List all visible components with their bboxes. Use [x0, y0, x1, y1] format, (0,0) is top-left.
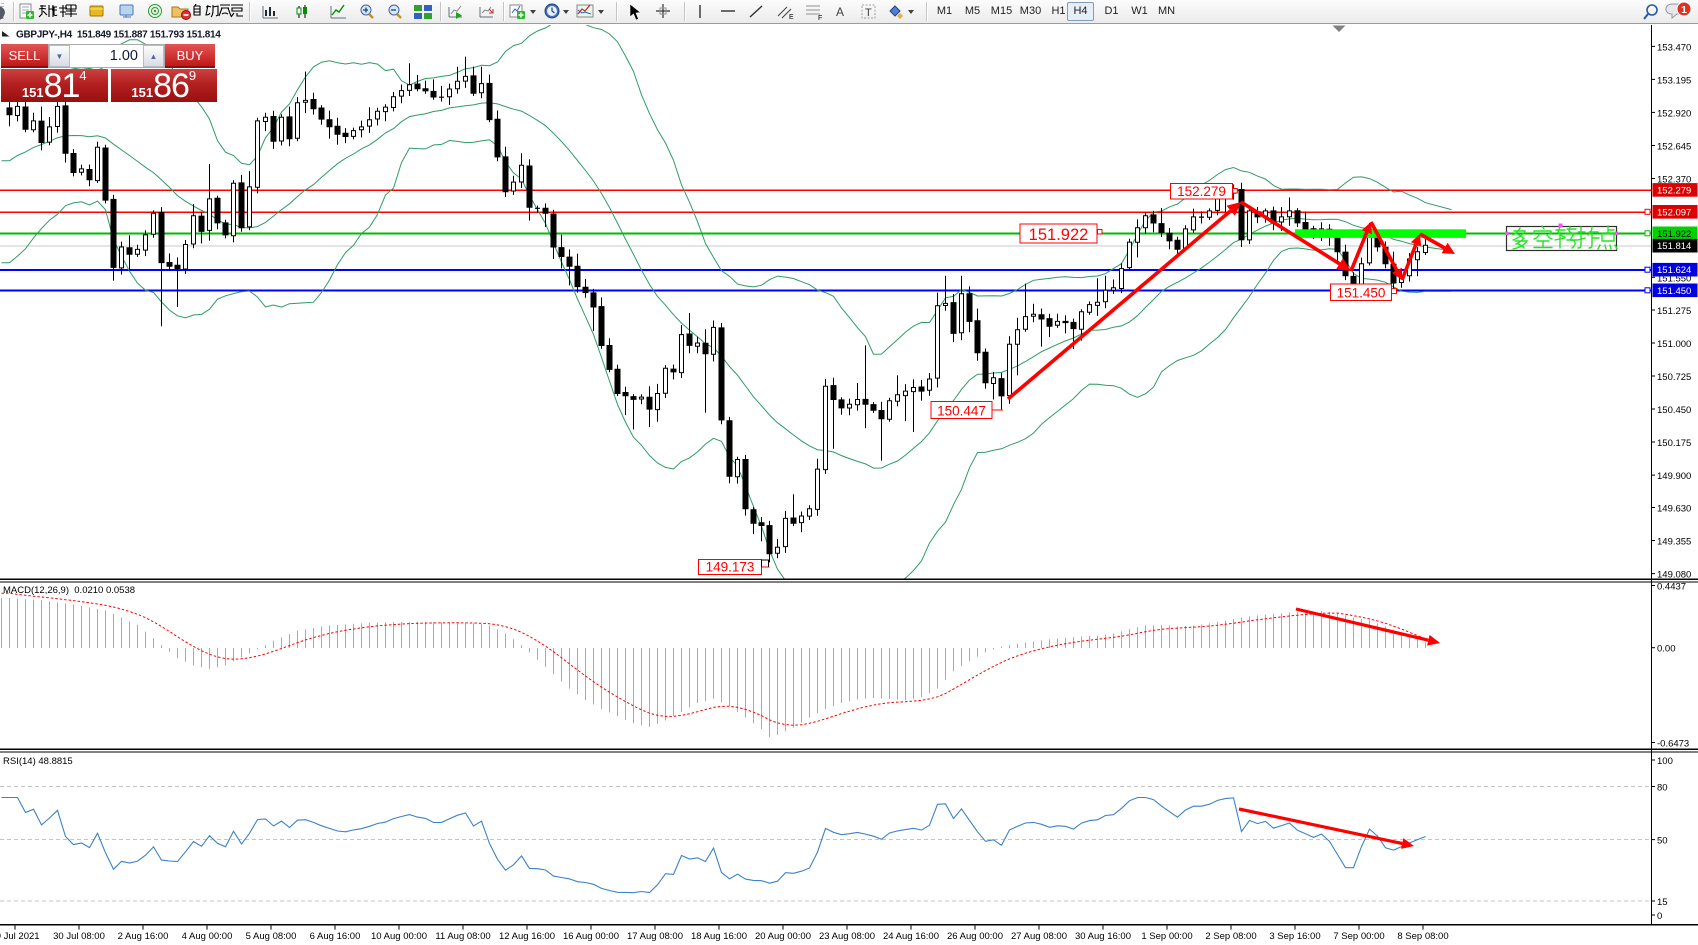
svg-text:151.550: 151.550 — [1657, 273, 1691, 284]
svg-text:27 Aug 08:00: 27 Aug 08:00 — [1011, 931, 1067, 942]
svg-text:151.275: 151.275 — [1657, 306, 1691, 317]
svg-text:149.355: 149.355 — [1657, 537, 1691, 548]
svg-text:18 Aug 16:00: 18 Aug 16:00 — [691, 931, 747, 942]
svg-text:152.097: 152.097 — [1657, 207, 1691, 218]
svg-text:RSI(14) 48.8815: RSI(14) 48.8815 — [3, 756, 73, 767]
svg-text:149.630: 149.630 — [1657, 504, 1691, 515]
svg-text:149.080: 149.080 — [1657, 570, 1691, 581]
svg-text:50: 50 — [1657, 836, 1668, 847]
svg-text:T: T — [865, 7, 872, 19]
svg-text:80: 80 — [1657, 783, 1668, 794]
svg-text:151.624: 151.624 — [1657, 265, 1691, 276]
svg-text:15: 15 — [1657, 897, 1668, 908]
svg-text:4 Aug 00:00: 4 Aug 00:00 — [182, 931, 233, 942]
svg-text:152.920: 152.920 — [1657, 108, 1691, 119]
svg-text:152.645: 152.645 — [1657, 142, 1691, 153]
svg-text:1: 1 — [1681, 4, 1687, 16]
svg-text:152.370: 152.370 — [1657, 175, 1691, 186]
svg-text:24 Aug 16:00: 24 Aug 16:00 — [883, 931, 939, 942]
svg-text:151.000: 151.000 — [1657, 339, 1691, 350]
svg-text:151.450: 151.450 — [1657, 286, 1691, 297]
svg-text:30 Jul 08:00: 30 Jul 08:00 — [53, 931, 105, 942]
svg-text:11 Aug 08:00: 11 Aug 08:00 — [435, 931, 490, 942]
svg-text:8 Sep 08:00: 8 Sep 08:00 — [1397, 931, 1448, 942]
svg-text:151.922: 151.922 — [1029, 226, 1089, 244]
svg-text:0.00: 0.00 — [1657, 644, 1676, 655]
svg-text:7 Sep 00:00: 7 Sep 00:00 — [1333, 931, 1384, 942]
svg-text:20 Aug 00:00: 20 Aug 00:00 — [755, 931, 811, 942]
svg-text:100: 100 — [1657, 756, 1673, 767]
svg-text:153.470: 153.470 — [1657, 42, 1691, 53]
svg-text:150.725: 150.725 — [1657, 372, 1691, 383]
svg-text:149.173: 149.173 — [706, 560, 755, 575]
svg-text:26 Aug 00:00: 26 Aug 00:00 — [947, 931, 1003, 942]
svg-text:150.175: 150.175 — [1657, 438, 1691, 449]
svg-text:150.447: 150.447 — [937, 404, 986, 419]
svg-text:A: A — [836, 5, 844, 19]
svg-text:MACD(12,26,9) 0.0210 0.0538: MACD(12,26,9) 0.0210 0.0538 — [3, 585, 135, 596]
svg-text:0: 0 — [1657, 911, 1662, 922]
svg-text:151.814: 151.814 — [1657, 241, 1691, 252]
svg-text:17 Aug 08:00: 17 Aug 08:00 — [627, 931, 683, 942]
svg-text:30 Aug 16:00: 30 Aug 16:00 — [1075, 931, 1131, 942]
svg-text:16 Aug 00:00: 16 Aug 00:00 — [563, 931, 619, 942]
svg-text:23 Aug 08:00: 23 Aug 08:00 — [819, 931, 875, 942]
svg-text:F: F — [818, 15, 822, 22]
svg-text:29 Jul 2021: 29 Jul 2021 — [0, 931, 40, 942]
svg-text:152.279: 152.279 — [1657, 185, 1691, 196]
svg-text:150.450: 150.450 — [1657, 405, 1691, 416]
svg-text:E: E — [789, 14, 794, 21]
svg-text:3 Sep 16:00: 3 Sep 16:00 — [1269, 931, 1320, 942]
svg-text:151.922: 151.922 — [1657, 229, 1691, 240]
svg-text:10 Aug 00:00: 10 Aug 00:00 — [371, 931, 427, 942]
svg-text:2 Sep 08:00: 2 Sep 08:00 — [1205, 931, 1256, 942]
svg-text:1 Sep 00:00: 1 Sep 00:00 — [1141, 931, 1192, 942]
svg-text:5 Aug 08:00: 5 Aug 08:00 — [246, 931, 297, 942]
svg-text:2 Aug 16:00: 2 Aug 16:00 — [118, 931, 169, 942]
svg-text:151.450: 151.450 — [1337, 286, 1386, 301]
svg-text:12 Aug 16:00: 12 Aug 16:00 — [499, 931, 555, 942]
svg-text:-0.6473: -0.6473 — [1657, 739, 1689, 750]
svg-text:153.195: 153.195 — [1657, 75, 1691, 86]
svg-text:149.900: 149.900 — [1657, 471, 1691, 482]
svg-text:0.4437: 0.4437 — [1657, 582, 1686, 593]
svg-text:6 Aug 16:00: 6 Aug 16:00 — [310, 931, 361, 942]
svg-text:152.279: 152.279 — [1177, 184, 1226, 199]
svg-text:GBPJPY-,H4 151.849 151.887 15: GBPJPY-,H4 151.849 151.887 151.793 151.8… — [16, 30, 221, 41]
